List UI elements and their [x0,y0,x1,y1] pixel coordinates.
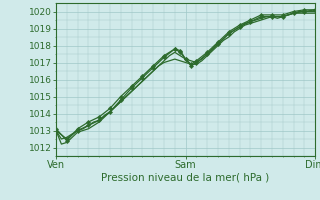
X-axis label: Pression niveau de la mer( hPa ): Pression niveau de la mer( hPa ) [101,173,270,183]
